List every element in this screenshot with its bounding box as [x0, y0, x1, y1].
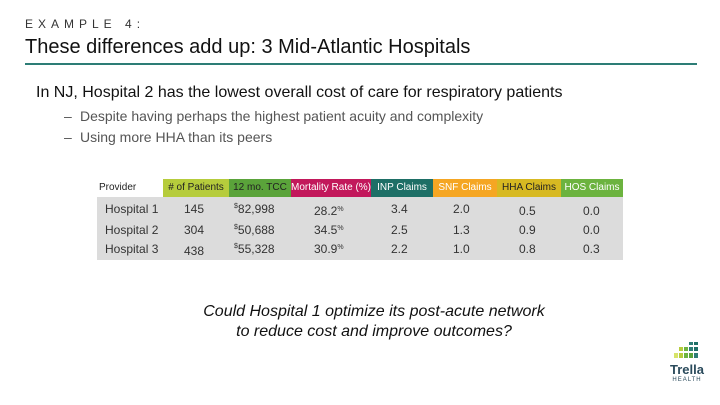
row-2-tcc-value: 50,688	[237, 223, 275, 237]
percent-icon: %	[337, 206, 344, 213]
table-body	[97, 197, 623, 260]
row-1-patients: 145	[184, 202, 205, 216]
bullet-2-text: Using more HHA than its peers	[80, 129, 273, 145]
hospital-comparison-table: Provider # of Patients 12 mo. TCC Mortal…	[97, 179, 623, 262]
row-1-provider: Hospital 1	[105, 202, 159, 216]
bullet-2: – Using more HHA than its peers	[64, 129, 272, 145]
title-divider	[25, 63, 697, 65]
row-1-hha: 0.5	[519, 204, 536, 218]
bullet-1: – Despite having perhaps the highest pati…	[64, 108, 483, 124]
logo-mark-icon	[674, 342, 698, 358]
bullet-1-text: Despite having perhaps the highest patie…	[80, 108, 484, 124]
row-2-snf: 1.3	[453, 223, 470, 237]
dollar-icon: $	[234, 224, 238, 231]
question-line-2: to reduce cost and improve outcomes?	[236, 323, 512, 340]
dollar-icon: $	[234, 243, 238, 250]
dash-icon: –	[64, 108, 72, 124]
header-snf: SNF Claims	[433, 179, 497, 197]
row-3-tcc: $55,328	[234, 242, 275, 256]
header-patients: # of Patients	[163, 179, 229, 197]
row-3-provider: Hospital 3	[105, 242, 159, 256]
row-1-inp: 3.4	[391, 202, 408, 216]
header-tcc: 12 mo. TCC	[229, 179, 291, 197]
row-2-hos: 0.0	[583, 223, 600, 237]
header-hha: HHA Claims	[497, 179, 561, 197]
row-2-tcc: $50,688	[234, 223, 275, 237]
question-line-1: Could Hospital 1 optimize its post-acute…	[203, 303, 545, 320]
logo-word: Trella	[670, 362, 704, 377]
eyebrow-label: EXAMPLE 4:	[25, 17, 146, 31]
row-1-snf: 2.0	[453, 202, 470, 216]
header-mortality: Mortality Rate (%)	[291, 179, 371, 197]
row-2-provider: Hospital 2	[105, 223, 159, 237]
row-3-inp: 2.2	[391, 242, 408, 256]
row-3-hha: 0.8	[519, 242, 536, 256]
row-2-mortality-value: 34.5	[314, 223, 338, 237]
row-3-snf: 1.0	[453, 242, 470, 256]
row-2-mortality: 34.5%	[314, 223, 344, 237]
percent-icon: %	[337, 225, 344, 232]
dollar-icon: $	[234, 203, 238, 210]
row-3-patients: 438	[184, 244, 205, 258]
row-1-hos: 0.0	[583, 204, 600, 218]
row-3-tcc-value: 55,328	[237, 242, 275, 256]
closing-question: Could Hospital 1 optimize its post-acute…	[150, 302, 598, 342]
header-inp: INP Claims	[371, 179, 433, 197]
row-3-mortality-value: 30.9	[314, 242, 338, 256]
percent-icon: %	[337, 244, 344, 251]
row-1-mortality-value: 28.2	[314, 204, 338, 218]
dash-icon: –	[64, 129, 72, 145]
row-1-mortality: 28.2%	[314, 204, 344, 218]
row-1-tcc: $82,998	[234, 202, 275, 216]
row-3-mortality: 30.9%	[314, 242, 344, 256]
row-2-inp: 2.5	[391, 223, 408, 237]
row-1-tcc-value: 82,998	[237, 202, 275, 216]
headline: In NJ, Hospital 2 has the lowest overall…	[36, 84, 563, 101]
header-provider: Provider	[99, 182, 137, 193]
logo-sub: HEALTH	[672, 377, 702, 383]
row-2-patients: 304	[184, 223, 205, 237]
header-hos: HOS Claims	[561, 179, 623, 197]
row-3-hos: 0.3	[583, 242, 600, 256]
slide-title: These differences add up: 3 Mid-Atlantic…	[25, 36, 471, 58]
row-2-hha: 0.9	[519, 223, 536, 237]
trella-health-logo: Trella HEALTH	[664, 340, 710, 390]
